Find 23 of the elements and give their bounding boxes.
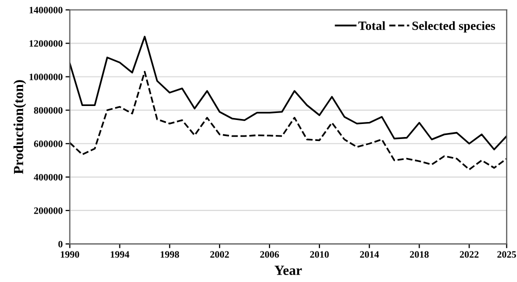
- x-tick-label: 2002: [210, 251, 229, 258]
- y-axis-title: Production(ton): [13, 80, 26, 174]
- x-tick-label: 2018: [410, 251, 429, 258]
- y-tick-label: 1400000: [30, 6, 62, 14]
- x-tick-label: 2006: [260, 251, 279, 258]
- y-tick-label: 400000: [34, 174, 62, 181]
- x-tick-label: 2014: [360, 251, 379, 258]
- legend-label: Total: [358, 21, 386, 30]
- x-tick-label: 2010: [310, 251, 329, 258]
- legend-label: Selected species: [412, 21, 496, 33]
- x-tick-label: 2022: [460, 251, 479, 258]
- y-tick-label: 1000000: [30, 74, 62, 80]
- x-tick-label: 2025: [497, 251, 516, 258]
- x-tick-label: 1998: [160, 251, 180, 258]
- line-series: [70, 36, 507, 150]
- x-tick-label: 1990: [60, 251, 80, 258]
- x-tick-label: 1994: [110, 251, 130, 258]
- y-tick-label: 600000: [34, 140, 62, 148]
- y-tick-label: 800000: [34, 107, 62, 114]
- y-tick-label: 200000: [34, 207, 62, 214]
- x-axis-title: Year: [274, 266, 302, 276]
- y-tick-label: 1200000: [30, 40, 62, 47]
- y-tick-label: 0: [58, 240, 62, 248]
